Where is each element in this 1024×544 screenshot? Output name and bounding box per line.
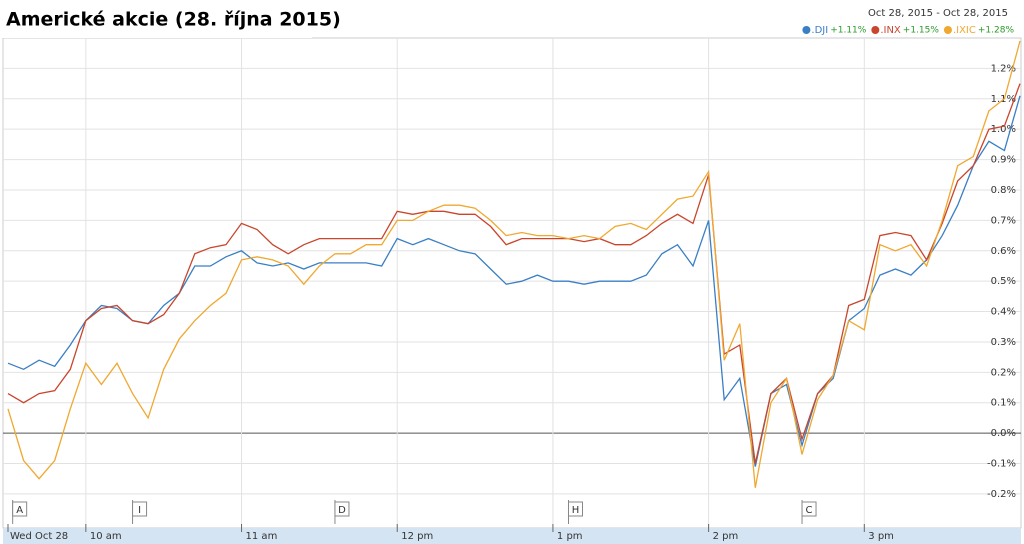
y-tick-label: 0.6% bbox=[991, 246, 1016, 257]
x-tick-label: 11 am bbox=[246, 531, 278, 542]
flag-box bbox=[12, 501, 28, 517]
flag-box bbox=[334, 501, 350, 517]
legend-name: .IXIC bbox=[953, 25, 976, 36]
legend-dot bbox=[943, 26, 952, 34]
y-tick-label: 0.0% bbox=[991, 428, 1016, 439]
series-line bbox=[7, 95, 1021, 467]
y-tick-label: -0.2% bbox=[987, 489, 1016, 500]
y-tick-label: 0.8% bbox=[991, 185, 1016, 196]
chart-title: Americké akcie (28. října 2015) bbox=[6, 9, 341, 31]
y-tick-label: 0.2% bbox=[991, 367, 1016, 378]
flag-label: C bbox=[806, 505, 813, 516]
y-tick-label: 0.4% bbox=[991, 307, 1016, 318]
y-tick-label: 0.5% bbox=[991, 276, 1016, 287]
x-tick-label: 10 am bbox=[90, 531, 122, 542]
y-tick-label: 0.7% bbox=[991, 215, 1016, 226]
legend-dot bbox=[871, 26, 880, 34]
flag-label: I bbox=[138, 505, 141, 516]
series-line bbox=[7, 40, 1021, 488]
y-tick-label: 1.0% bbox=[991, 124, 1016, 135]
flag-box bbox=[132, 501, 148, 517]
title-box bbox=[0, 0, 312, 38]
x-tick-label: 2 pm bbox=[713, 531, 739, 542]
x-tick-label: 3 pm bbox=[868, 531, 894, 542]
flag-label: H bbox=[572, 505, 580, 516]
flag-box bbox=[801, 501, 817, 517]
y-tick-label: 1.2% bbox=[991, 63, 1016, 74]
flag-box bbox=[567, 501, 583, 517]
time-axis-bar bbox=[3, 528, 1021, 544]
legend-name: .INX bbox=[880, 25, 901, 36]
date-range: Oct 28, 2015 - Oct 28, 2015 bbox=[868, 8, 1008, 19]
series-line bbox=[7, 83, 1021, 464]
legend-change: +1.15% bbox=[903, 26, 940, 36]
y-tick-label: 0.3% bbox=[991, 337, 1016, 348]
y-tick-label: -0.1% bbox=[987, 459, 1016, 470]
flag-label: A bbox=[16, 505, 23, 516]
x-tick-label: 12 pm bbox=[401, 531, 433, 542]
legend-dot bbox=[802, 26, 811, 34]
legend-change: +1.11% bbox=[830, 26, 867, 36]
y-tick-label: 0.9% bbox=[991, 155, 1016, 166]
y-tick-label: 0.1% bbox=[991, 398, 1016, 409]
legend-change: +1.28% bbox=[978, 26, 1015, 36]
legend-name: .DJI bbox=[811, 25, 828, 36]
flag-label: D bbox=[338, 505, 346, 516]
x-tick-label: Wed Oct 28 bbox=[10, 531, 68, 542]
x-tick-label: 1 pm bbox=[557, 531, 583, 542]
